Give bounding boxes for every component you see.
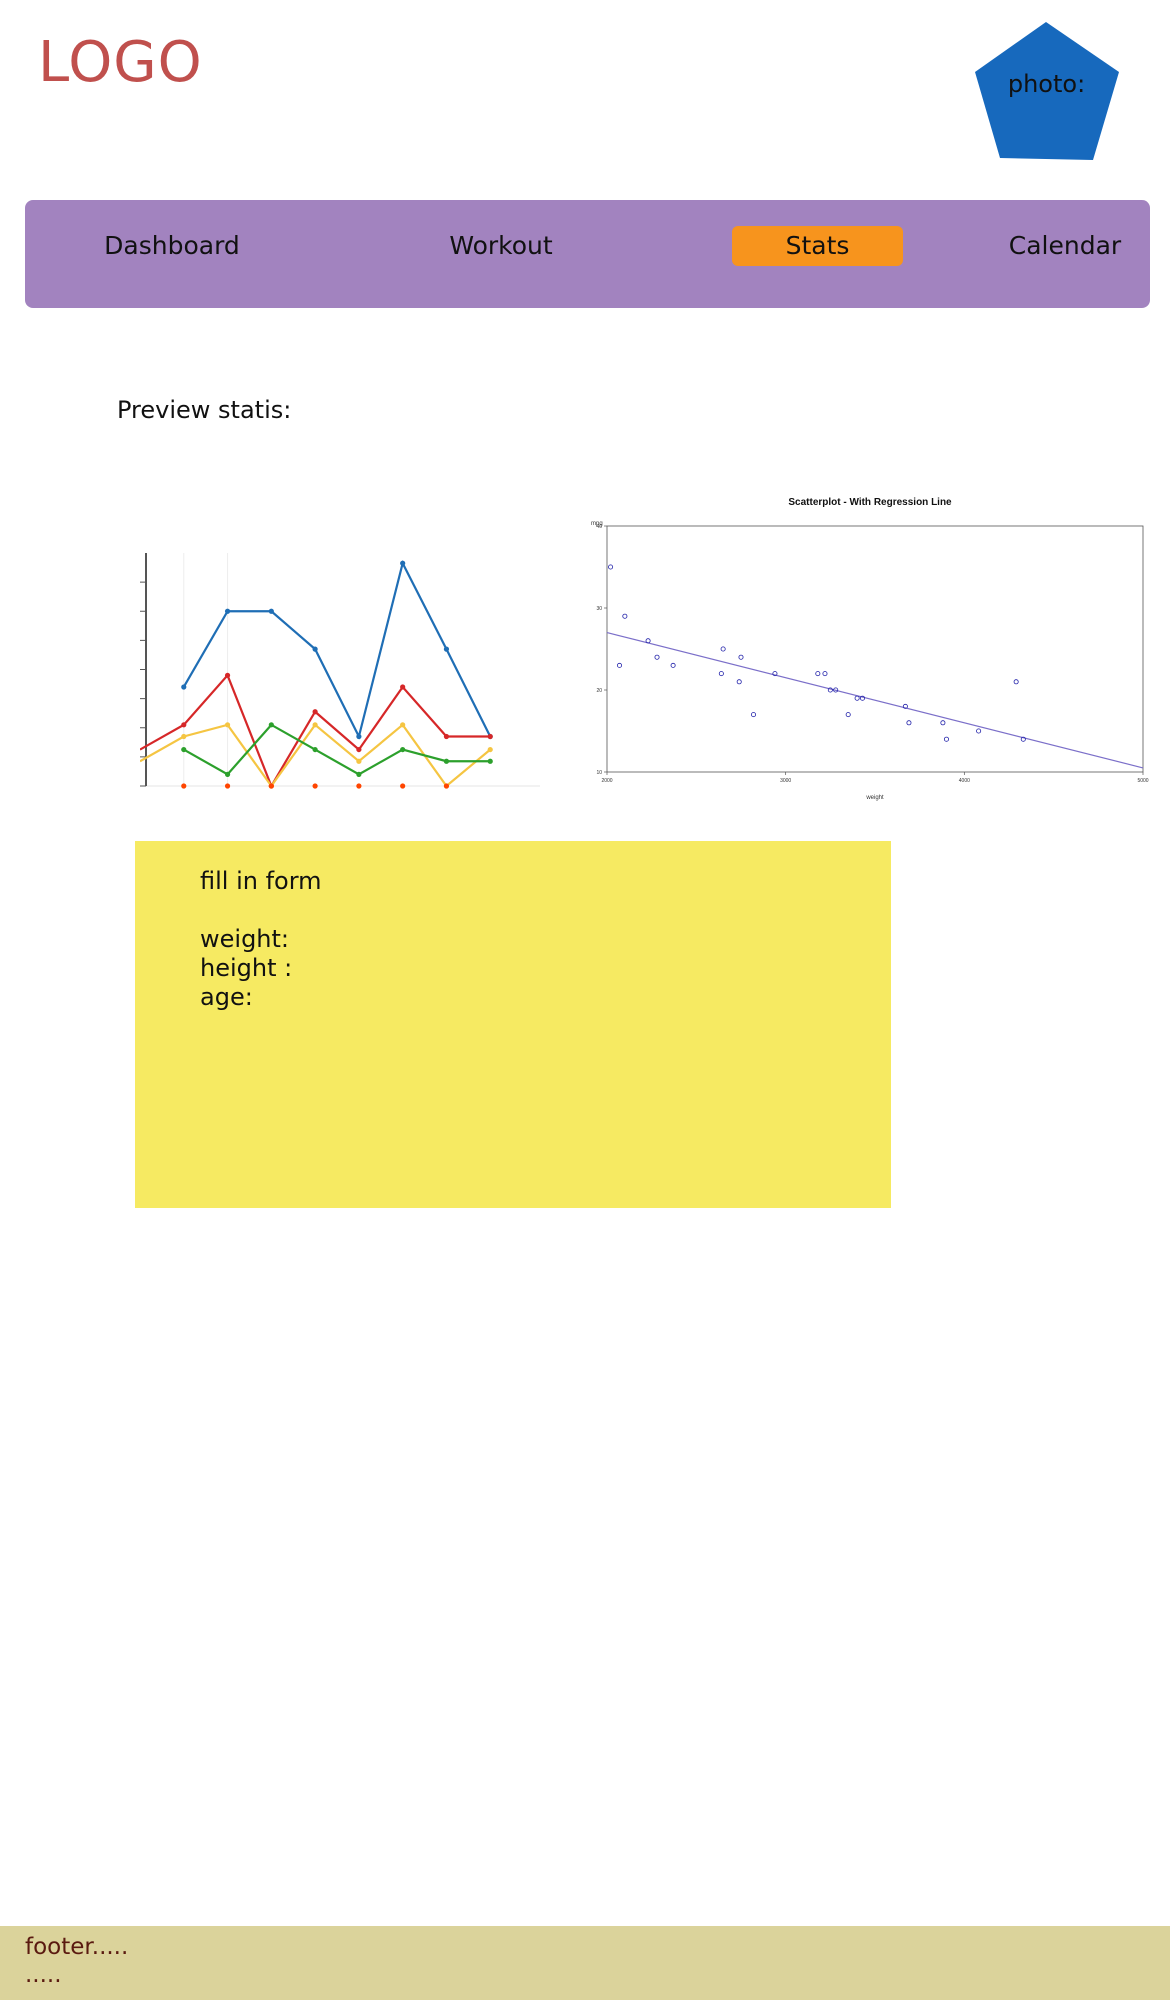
y-tick-label: 10 (596, 770, 602, 776)
scatter-point (906, 720, 912, 726)
series-point-1 (443, 646, 450, 652)
scatter-point (718, 671, 724, 677)
form-title: fill in form (200, 867, 322, 895)
profile-photo[interactable]: photo: (973, 22, 1120, 162)
nav-item-workout[interactable]: Workout (449, 231, 553, 260)
series-point-4 (443, 758, 450, 764)
nav-bar: Dashboard Workout Stats Calendar (25, 200, 1150, 308)
scatter-point (1013, 679, 1019, 685)
logo[interactable]: LOGO (38, 30, 203, 95)
regression-line (606, 632, 1144, 769)
scatter-point (859, 695, 865, 701)
scatter-point (736, 679, 742, 685)
weight-field-label[interactable]: weight: (200, 925, 290, 953)
x-tick-label: 5000 (1137, 778, 1148, 784)
scatter-point (772, 671, 778, 677)
series-point-4 (268, 722, 274, 728)
scatter-point (976, 728, 982, 734)
scatter-point (1020, 736, 1026, 742)
series-point-4 (487, 758, 493, 764)
scatter-point (943, 736, 949, 742)
nav-item-dashboard[interactable]: Dashboard (104, 231, 240, 260)
scatter-point (902, 703, 908, 709)
plot-frame (606, 525, 1144, 773)
scatter-point (654, 654, 660, 660)
series-point-1 (181, 684, 187, 690)
series-point-1 (312, 646, 318, 652)
footer: footer..... ..... (0, 1926, 1170, 2000)
series-point-3 (487, 746, 493, 753)
series-point-1 (268, 608, 274, 614)
scatter-point (622, 613, 628, 619)
series-line-2 (140, 673, 491, 789)
age-field-label[interactable]: age: (200, 983, 253, 1011)
height-field-label[interactable]: height : (200, 954, 293, 982)
scatter-point (845, 712, 851, 718)
nav-item-stats[interactable]: Stats (732, 226, 903, 266)
x-tick-label: 2000 (601, 778, 612, 784)
scatter-chart: Scatterplot - With Regression Line mpg wei… (591, 497, 1149, 801)
chart-title: Scatterplot - With Regression Line (788, 497, 952, 508)
series-point-2 (443, 733, 450, 740)
series-point-4 (356, 771, 362, 777)
series-point-2 (356, 746, 362, 753)
series-line-1 (182, 560, 492, 740)
scatter-point (617, 662, 623, 668)
series-point-2 (400, 684, 406, 690)
series-point-2 (224, 672, 231, 678)
series-point-5 (268, 783, 274, 789)
y-tick-label: 30 (596, 606, 602, 612)
scatter-point (940, 720, 946, 726)
footer-text: footer..... (25, 1934, 129, 1960)
line-chart: 02468101214 (140, 553, 540, 789)
series-point-2 (181, 722, 187, 728)
photo-label: photo: (1007, 70, 1086, 98)
nav-item-calendar[interactable]: Calendar (1008, 231, 1122, 260)
series-point-5 (443, 783, 450, 789)
scatter-point (670, 662, 676, 668)
series-point-5 (312, 783, 318, 789)
x-tick-label: 4000 (959, 778, 970, 784)
scatter-point (815, 671, 821, 677)
series-point-5 (181, 783, 187, 789)
x-axis-label: weight (865, 795, 884, 801)
scatter-point (720, 646, 726, 652)
scatter-point (751, 712, 757, 718)
scatter-point (645, 638, 651, 644)
series-point-3 (224, 722, 231, 728)
series-point-3 (312, 722, 318, 728)
y-tick-label: 40 (596, 524, 602, 530)
scatter-point (854, 695, 860, 701)
scatter-point (738, 654, 744, 660)
photo-pentagon-icon (975, 22, 1119, 160)
series-point-3 (181, 733, 187, 740)
series-point-3 (356, 758, 362, 764)
series-point-5 (356, 783, 362, 789)
series-point-4 (181, 746, 187, 753)
series-point-3 (400, 722, 406, 728)
y-axis-label: mpg (591, 521, 603, 527)
y-tick-label: 20 (596, 688, 602, 694)
preview-title: Preview statis: (117, 396, 292, 424)
series-point-4 (400, 746, 406, 753)
series-point-1 (356, 733, 362, 740)
series-point-2 (312, 709, 318, 715)
series-point-4 (224, 771, 231, 777)
series-point-1 (400, 560, 406, 566)
scatter-point (827, 687, 833, 693)
x-tick-label: 3000 (780, 778, 791, 784)
scatter-point (833, 687, 839, 693)
series-point-5 (400, 783, 406, 789)
series-point-4 (312, 746, 318, 753)
scatter-point (822, 671, 828, 677)
series-point-2 (487, 733, 493, 740)
form-panel: fill in form weight: height : age: (135, 841, 891, 1208)
series-point-5 (224, 783, 231, 789)
series-line-4 (183, 723, 491, 776)
footer-text-secondary: ..... (25, 1962, 62, 1988)
scatter-point (608, 564, 614, 570)
series-point-1 (224, 608, 231, 614)
